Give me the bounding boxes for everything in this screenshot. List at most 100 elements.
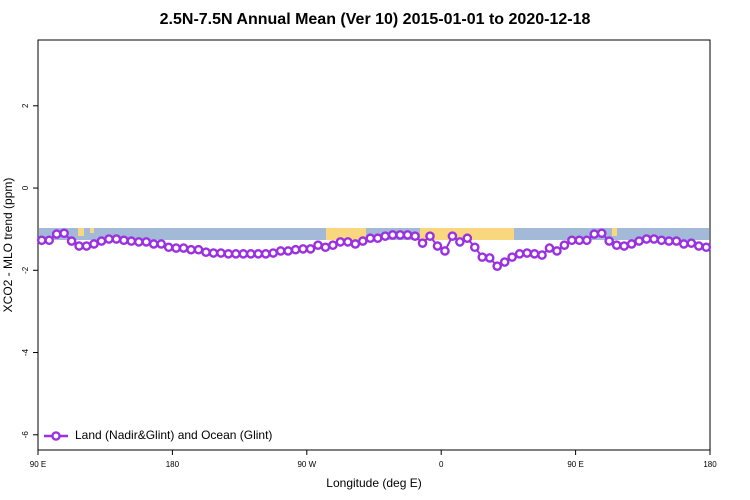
- point: [178, 243, 189, 253]
- point: [350, 239, 361, 249]
- land-patch: [90, 228, 94, 233]
- point: [447, 231, 458, 241]
- point: [522, 248, 532, 258]
- point: [455, 237, 465, 247]
- point: [119, 235, 129, 246]
- point: [634, 236, 644, 246]
- point: [44, 235, 55, 246]
- point: [402, 230, 413, 240]
- point: [141, 237, 152, 247]
- point: [343, 237, 353, 247]
- point: [126, 236, 137, 246]
- point: [298, 244, 308, 254]
- point: [395, 230, 405, 240]
- point: [567, 235, 577, 246]
- point: [313, 240, 323, 251]
- point: [619, 241, 629, 251]
- point: [417, 238, 428, 248]
- y-tick-label: -6: [21, 431, 30, 439]
- x-tick-label: 180: [703, 460, 717, 469]
- point: [290, 244, 301, 255]
- point: [268, 248, 279, 258]
- point: [51, 229, 62, 239]
- point: [66, 236, 77, 246]
- point: [104, 234, 114, 244]
- y-tick-label: -2: [21, 266, 30, 274]
- point: [283, 246, 293, 256]
- x-tick-label: 90 E: [30, 460, 46, 469]
- point: [111, 234, 122, 244]
- ocean-strip: [39, 228, 709, 240]
- point: [156, 239, 166, 249]
- point: [469, 242, 480, 253]
- point: [163, 242, 174, 253]
- point: [582, 235, 592, 246]
- point: [596, 228, 607, 239]
- point: [328, 240, 338, 251]
- point: [514, 249, 525, 259]
- y-tick-label: -4: [21, 348, 30, 356]
- point: [537, 250, 547, 260]
- point: [410, 231, 420, 241]
- point: [641, 234, 652, 244]
- point: [529, 249, 540, 259]
- point: [133, 237, 144, 247]
- y-tick-label: 2: [21, 103, 30, 108]
- land-patch: [612, 228, 617, 236]
- point: [589, 229, 600, 239]
- point: [544, 243, 555, 253]
- point: [231, 249, 241, 259]
- point: [425, 231, 435, 241]
- point: [171, 243, 181, 253]
- point: [701, 242, 712, 253]
- point: [238, 249, 249, 259]
- point: [245, 249, 256, 259]
- legend-marker: [51, 431, 61, 441]
- point: [492, 261, 503, 271]
- x-axis-label: Longitude (deg E): [326, 476, 421, 490]
- point: [223, 249, 234, 259]
- point: [253, 249, 264, 259]
- point: [305, 244, 316, 254]
- point: [559, 240, 570, 251]
- point: [499, 257, 510, 267]
- point: [552, 246, 562, 256]
- legend-label: Land (Nadir&Glint) and Ocean (Glint): [75, 428, 272, 442]
- point: [507, 252, 517, 262]
- point: [574, 235, 585, 246]
- point: [96, 236, 107, 246]
- x-tick-label: 90 W: [297, 460, 316, 469]
- point: [201, 247, 211, 257]
- point: [649, 234, 659, 244]
- point: [81, 241, 92, 251]
- point: [193, 244, 204, 255]
- point: [36, 235, 47, 246]
- point: [260, 249, 271, 259]
- point: [208, 248, 219, 258]
- point: [679, 239, 689, 249]
- point: [686, 238, 697, 248]
- point: [611, 240, 622, 251]
- chart-title: 2.5N-7.5N Annual Mean (Ver 10) 2015-01-0…: [160, 11, 591, 28]
- point: [380, 231, 391, 241]
- point: [626, 239, 637, 249]
- point: [462, 233, 473, 244]
- point: [372, 233, 383, 244]
- x-tick-label: 0: [439, 460, 444, 469]
- point: [89, 239, 99, 249]
- point: [335, 237, 346, 247]
- point: [320, 242, 331, 253]
- x-tick-label: 180: [166, 460, 180, 469]
- point: [477, 252, 488, 262]
- point: [484, 253, 495, 263]
- land-patch: [78, 228, 84, 236]
- point: [74, 241, 84, 251]
- point: [387, 230, 398, 240]
- point: [440, 246, 450, 256]
- point: [275, 246, 286, 256]
- land-patch: [326, 228, 366, 240]
- point: [59, 228, 69, 239]
- point: [664, 236, 674, 246]
- point: [694, 241, 704, 251]
- point: [432, 241, 443, 251]
